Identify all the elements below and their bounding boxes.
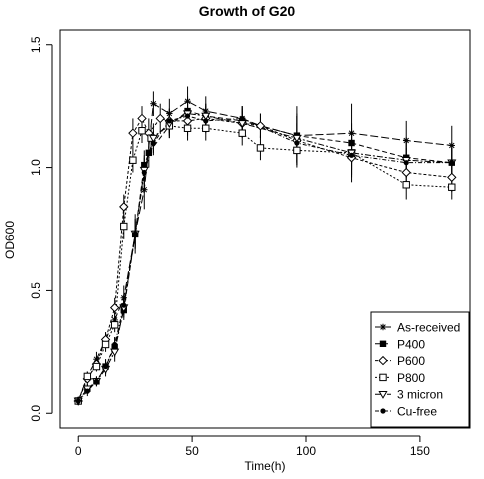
data-point [183, 124, 192, 132]
data-point [120, 222, 128, 231]
data-point [155, 113, 165, 124]
data-point [75, 398, 81, 404]
data-point [184, 98, 191, 105]
data-point [92, 362, 101, 371]
data-point [292, 134, 302, 143]
data-point [120, 294, 127, 301]
data-point [132, 231, 138, 237]
legend-label: Cu-free [397, 405, 437, 419]
data-point [138, 127, 146, 135]
data-point [293, 146, 301, 155]
data-point [348, 129, 355, 137]
data-point [128, 128, 138, 138]
data-point [402, 181, 410, 189]
x-tick-label: 0 [75, 444, 82, 458]
series-markers [73, 98, 457, 406]
legend-label: P600 [397, 354, 425, 368]
data-point [256, 144, 265, 152]
data-point [148, 134, 158, 143]
legend-label: 3 micron [397, 388, 443, 402]
data-point [141, 169, 147, 176]
data-point [112, 341, 118, 348]
data-point [110, 321, 119, 329]
data-point [447, 172, 457, 183]
legend-box [370, 311, 470, 428]
data-point [379, 323, 387, 331]
data-point [129, 156, 137, 164]
x-tick-label: 150 [410, 444, 430, 458]
data-point [109, 302, 120, 313]
data-point [166, 110, 173, 117]
data-point [137, 113, 147, 124]
data-point [255, 121, 266, 131]
data-point [166, 118, 172, 124]
legend-label: P800 [397, 371, 425, 385]
x-tick-label: 50 [185, 444, 199, 458]
x-axis-label: Time(h) [245, 459, 286, 473]
data-point [380, 408, 386, 414]
data-point [145, 149, 153, 157]
data-point [202, 124, 210, 132]
data-point [449, 160, 455, 166]
data-point [379, 373, 387, 382]
data-point [401, 167, 411, 178]
data-point [203, 118, 209, 124]
data-point [348, 139, 355, 147]
data-point [238, 129, 246, 137]
x-tick-label: 100 [296, 444, 316, 458]
data-point [119, 202, 129, 212]
data-point [93, 378, 100, 384]
y-tick-label: 0.0 [29, 405, 43, 422]
data-point [448, 183, 456, 191]
data-point [83, 372, 92, 381]
y-axis-label: OD600 [3, 221, 17, 259]
data-point [121, 302, 127, 308]
chart-title: Growth of G20 [199, 3, 296, 19]
legend-label: As-received [397, 321, 460, 335]
y-tick-label: 1.5 [29, 36, 43, 53]
data-point [294, 140, 300, 146]
data-point [84, 388, 90, 394]
legend-label: P400 [397, 337, 425, 351]
y-tick-label: 1.0 [29, 159, 43, 176]
data-point [201, 112, 211, 121]
data-point [101, 340, 110, 349]
data-point [403, 137, 410, 144]
data-point [348, 152, 355, 158]
plot-frame [59, 29, 471, 429]
y-tick-label: 0.5 [29, 282, 43, 299]
data-point [150, 140, 156, 146]
data-point [141, 161, 148, 169]
data-point [184, 113, 191, 119]
series-line [77, 110, 452, 402]
data-point [141, 186, 148, 193]
data-point [102, 363, 109, 370]
series-line [77, 100, 452, 402]
data-point [378, 391, 388, 399]
data-point [239, 115, 245, 122]
data-point [378, 355, 388, 366]
legend: As-received P400 P600 P800 3 micron Cu-free [370, 311, 470, 428]
data-point [403, 160, 409, 166]
data-point [150, 100, 157, 107]
x-axis: 0 50 100 150 [75, 435, 430, 458]
data-point [110, 348, 120, 357]
data-point [379, 340, 387, 347]
y-axis: 0.0 0.5 1.0 1.5 [29, 36, 53, 422]
data-point [448, 142, 455, 149]
